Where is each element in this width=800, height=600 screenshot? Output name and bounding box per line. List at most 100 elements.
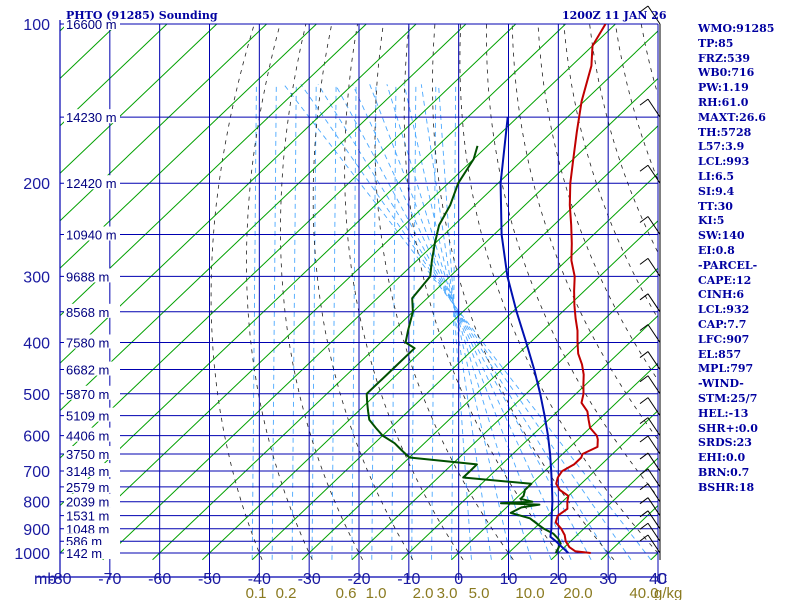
sounding-index-item: FRZ:539 bbox=[698, 51, 751, 65]
isotherm-line bbox=[0, 24, 17, 560]
wind-barb bbox=[647, 397, 661, 416]
sounding-index-item: SW:140 bbox=[698, 229, 745, 243]
dry-adiabat-line bbox=[563, 24, 658, 320]
dry-adiabat-line bbox=[280, 24, 363, 560]
grid bbox=[36, 20, 659, 580]
dry-adiabat-line bbox=[210, 24, 263, 560]
moist-adiabat-line bbox=[251, 84, 257, 560]
wind-barb bbox=[647, 375, 661, 395]
wind-barb bbox=[647, 417, 661, 436]
pressure-tick-label: 800 bbox=[23, 495, 50, 512]
height-label: 1048 m bbox=[66, 522, 109, 537]
temperature-tick-labels: mb-80 -70 -60 -50 -40 -30 -20 -10 0 10 20 30 40C bbox=[34, 571, 668, 588]
sounding-index-item: LCL:993 bbox=[698, 155, 750, 169]
pressure-tick-label: 600 bbox=[23, 429, 50, 446]
mixing-ratio-label: 2.0 bbox=[413, 585, 434, 600]
sounding-index-item: LI:6.5 bbox=[698, 169, 735, 183]
mixing-ratio-label: 0.6 bbox=[336, 585, 357, 600]
wind-barb-flag bbox=[639, 5, 649, 13]
height-label-bg bbox=[64, 268, 120, 283]
height-label: 1531 m bbox=[66, 509, 109, 524]
wind-barb bbox=[647, 324, 661, 343]
temperature-unit-label: C bbox=[656, 571, 668, 588]
moist-adiabat-line bbox=[411, 84, 417, 560]
temperature-tick-label: -40 bbox=[248, 571, 271, 588]
wind-barb-flag bbox=[639, 98, 649, 106]
sounding-index-item: L57:3.9 bbox=[698, 140, 745, 154]
wind-barb bbox=[647, 452, 661, 472]
temperature-tick-label: 30 bbox=[599, 571, 617, 588]
moist-adiabat-line bbox=[403, 84, 512, 560]
sounding-index-item: MPL:797 bbox=[698, 362, 754, 376]
height-label-bg bbox=[64, 520, 120, 535]
isotherm-line bbox=[60, 24, 267, 222]
sounding-index-item: SHR+:0.0 bbox=[698, 421, 758, 435]
dry-adiabat-line bbox=[459, 24, 658, 554]
sounding-index-item: BRN:0.7 bbox=[698, 465, 750, 479]
height-labels: 16600 m 14230 m 12420 m 10940 m 9688 m 8568 m… bbox=[64, 16, 120, 561]
moist-adiabat-line bbox=[351, 84, 357, 560]
dry-adiabat-line bbox=[537, 24, 658, 381]
isotherm-line bbox=[60, 24, 467, 412]
height-label-bg bbox=[64, 109, 120, 124]
isotherm-line bbox=[60, 24, 616, 554]
dry-adiabat-line bbox=[486, 24, 658, 498]
temperature-tick-label: -80 bbox=[48, 571, 71, 588]
sounding-index-item: TP:85 bbox=[698, 36, 734, 50]
sounding-index-item: WMO:91285 bbox=[698, 22, 775, 35]
height-label: 6682 m bbox=[66, 363, 109, 378]
pressure-tick-label: 700 bbox=[23, 464, 50, 481]
wind-barb-flag bbox=[639, 468, 649, 476]
pressure-tick-label: 400 bbox=[23, 335, 50, 352]
wind-barb-flag bbox=[639, 397, 649, 405]
mixing-ratio-label: 0.2 bbox=[276, 585, 297, 600]
temperature-tick-label: 40 bbox=[649, 571, 667, 588]
pressure-tick-label: 1000 bbox=[14, 546, 50, 563]
sounding-index-item: PW:1.19 bbox=[698, 81, 749, 95]
pressure-tick-label: 500 bbox=[23, 387, 50, 404]
sounding-index-item: WB0:716 bbox=[698, 66, 755, 80]
height-label-bg bbox=[64, 303, 120, 318]
height-label-bg bbox=[64, 507, 120, 522]
moist-adiabat-line bbox=[300, 84, 632, 561]
wind-barb-flag bbox=[639, 257, 649, 265]
sounding-traces bbox=[365, 24, 607, 554]
sounding-index-item: -WIND- bbox=[698, 377, 744, 391]
height-label-bg bbox=[64, 493, 120, 508]
pressure-tick-label: 300 bbox=[23, 269, 50, 286]
height-label: 12420 m bbox=[66, 176, 117, 191]
dry-adiabat-line bbox=[770, 24, 800, 560]
isotherm-line bbox=[202, 125, 658, 561]
sounding-index-item: CAP:7.7 bbox=[698, 317, 747, 331]
wind-barb bbox=[647, 351, 661, 370]
dry-adiabat-line bbox=[432, 24, 615, 561]
height-label-bg bbox=[64, 16, 120, 30]
wind-barb-flag bbox=[639, 164, 649, 172]
sounding-indices-list: WMO:91285 TP:85 FRZ:539 WB0:716 PW:1.19 RH:61… bbox=[698, 22, 774, 496]
sounding-index-item: BSHR:18 bbox=[698, 480, 755, 494]
isotherm-line bbox=[550, 457, 658, 561]
pressure-tick-label: 900 bbox=[23, 522, 50, 539]
isotherm-line bbox=[351, 267, 658, 561]
wind-barbs bbox=[639, 5, 661, 560]
isotherm-line bbox=[60, 24, 367, 317]
wind-barb-flag bbox=[639, 417, 649, 425]
temperature-tick-label: -10 bbox=[397, 571, 420, 588]
height-label: 16600 m bbox=[66, 17, 117, 32]
moist-adiabat-line bbox=[386, 84, 532, 560]
isotherm-line bbox=[60, 24, 317, 269]
height-label: 5870 m bbox=[66, 387, 109, 402]
pressure-tick-label: 200 bbox=[23, 176, 50, 193]
wind-barb-flag bbox=[639, 324, 649, 331]
moist-adiabat-line bbox=[311, 84, 317, 560]
wind-barb-flag bbox=[639, 375, 649, 383]
moist-adiabat-line bbox=[391, 84, 397, 560]
temperature-trace bbox=[554, 24, 607, 554]
wind-barb-flag bbox=[639, 435, 649, 443]
height-label-bg bbox=[64, 334, 120, 349]
wind-barb bbox=[647, 534, 661, 554]
temperature-tick-label: -70 bbox=[98, 571, 121, 588]
sounding-index-item: TT:30 bbox=[698, 199, 733, 213]
mixing-ratio-label: 40.0 bbox=[629, 585, 658, 600]
